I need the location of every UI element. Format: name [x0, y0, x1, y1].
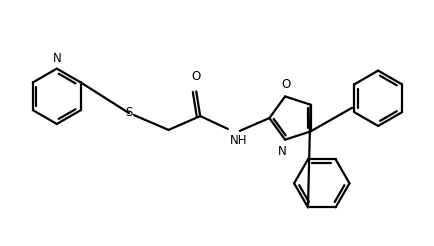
Text: O: O: [282, 78, 291, 92]
Text: NH: NH: [230, 134, 247, 147]
Text: N: N: [53, 52, 61, 65]
Text: N: N: [278, 145, 286, 158]
Text: O: O: [192, 70, 201, 83]
Text: S: S: [125, 106, 133, 119]
